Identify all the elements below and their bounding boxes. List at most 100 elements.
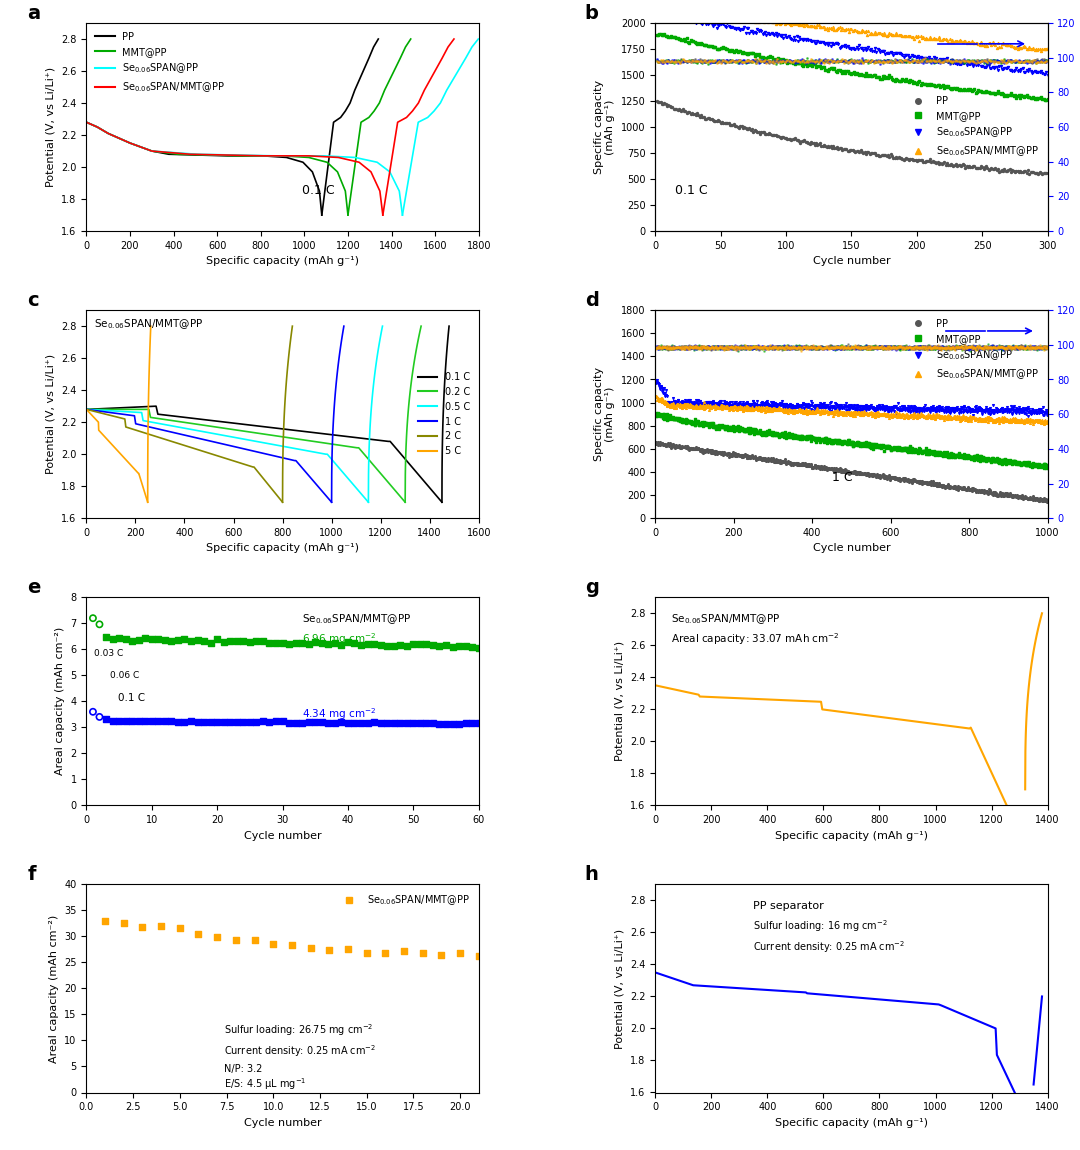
Point xyxy=(1008,339,1025,358)
Point xyxy=(1003,337,1021,355)
Point xyxy=(874,337,891,355)
Point xyxy=(741,339,758,358)
Point xyxy=(692,339,710,358)
Point xyxy=(897,53,915,71)
Point xyxy=(880,337,897,355)
Point xyxy=(961,401,978,420)
Point xyxy=(962,339,980,358)
Point xyxy=(685,414,702,432)
Point xyxy=(666,52,684,70)
Point xyxy=(805,459,822,477)
Point xyxy=(877,398,894,416)
Point xyxy=(856,401,874,420)
Point xyxy=(721,337,739,355)
Point xyxy=(976,159,994,177)
Point xyxy=(1017,339,1035,358)
Point xyxy=(821,460,838,478)
Point xyxy=(665,28,683,46)
Point xyxy=(962,339,980,358)
Point xyxy=(698,338,715,356)
Point xyxy=(762,451,780,469)
Point xyxy=(1021,53,1038,71)
Point xyxy=(929,153,946,171)
Point xyxy=(651,380,669,398)
Point xyxy=(687,337,704,355)
Point xyxy=(851,405,868,423)
Point xyxy=(937,337,955,355)
Point xyxy=(944,338,961,356)
Point xyxy=(907,74,924,92)
Point xyxy=(699,108,716,126)
Point xyxy=(694,337,712,355)
Point xyxy=(1014,52,1031,70)
Point xyxy=(405,714,422,733)
Point xyxy=(666,394,684,413)
Point xyxy=(784,401,801,420)
Point xyxy=(648,338,665,356)
Point xyxy=(659,339,676,358)
Point xyxy=(929,407,946,426)
Point xyxy=(961,342,978,360)
Point xyxy=(760,424,778,443)
Point xyxy=(967,450,984,468)
Point xyxy=(802,337,820,355)
Point xyxy=(1036,340,1053,359)
Point xyxy=(713,339,730,358)
Point xyxy=(729,43,746,61)
Point xyxy=(846,51,863,69)
Point xyxy=(937,339,955,358)
Point xyxy=(694,417,712,436)
Point xyxy=(933,51,950,69)
Point xyxy=(717,338,734,356)
Point xyxy=(660,407,677,426)
Point xyxy=(781,337,798,355)
Point xyxy=(814,52,832,70)
Point xyxy=(1027,455,1044,474)
Point xyxy=(982,339,999,358)
Point xyxy=(904,408,921,427)
Point xyxy=(960,338,977,356)
Point xyxy=(894,440,912,459)
Point xyxy=(1004,338,1022,356)
Point xyxy=(863,467,880,485)
Point xyxy=(663,339,680,358)
Point xyxy=(908,338,926,356)
Point xyxy=(717,399,734,417)
Point xyxy=(948,446,966,465)
Point xyxy=(963,52,981,70)
Point xyxy=(821,402,838,421)
Point xyxy=(1021,338,1038,356)
Point xyxy=(663,396,680,414)
Point xyxy=(805,133,822,152)
Point xyxy=(996,485,1013,504)
Point xyxy=(671,394,688,413)
Point xyxy=(914,339,931,358)
Point xyxy=(901,339,918,358)
Point xyxy=(766,339,783,358)
Point xyxy=(913,401,930,420)
Point xyxy=(752,339,769,358)
Point xyxy=(649,52,666,70)
Point xyxy=(945,337,962,355)
Point xyxy=(712,397,729,415)
Point xyxy=(681,396,699,414)
Point xyxy=(684,338,701,356)
Point xyxy=(793,339,810,358)
Point xyxy=(754,398,771,416)
Point xyxy=(734,337,752,355)
Point xyxy=(921,474,939,492)
Point xyxy=(838,339,855,358)
Point xyxy=(657,7,674,25)
Point xyxy=(731,338,748,356)
Point xyxy=(741,52,758,70)
Point xyxy=(1034,339,1051,358)
Point xyxy=(939,338,956,356)
Point xyxy=(723,53,740,71)
Point xyxy=(699,51,716,69)
Point xyxy=(1013,401,1030,420)
Point xyxy=(649,0,666,17)
Point xyxy=(680,393,698,412)
Point xyxy=(757,338,774,356)
Point xyxy=(716,339,733,358)
Point xyxy=(676,396,693,414)
